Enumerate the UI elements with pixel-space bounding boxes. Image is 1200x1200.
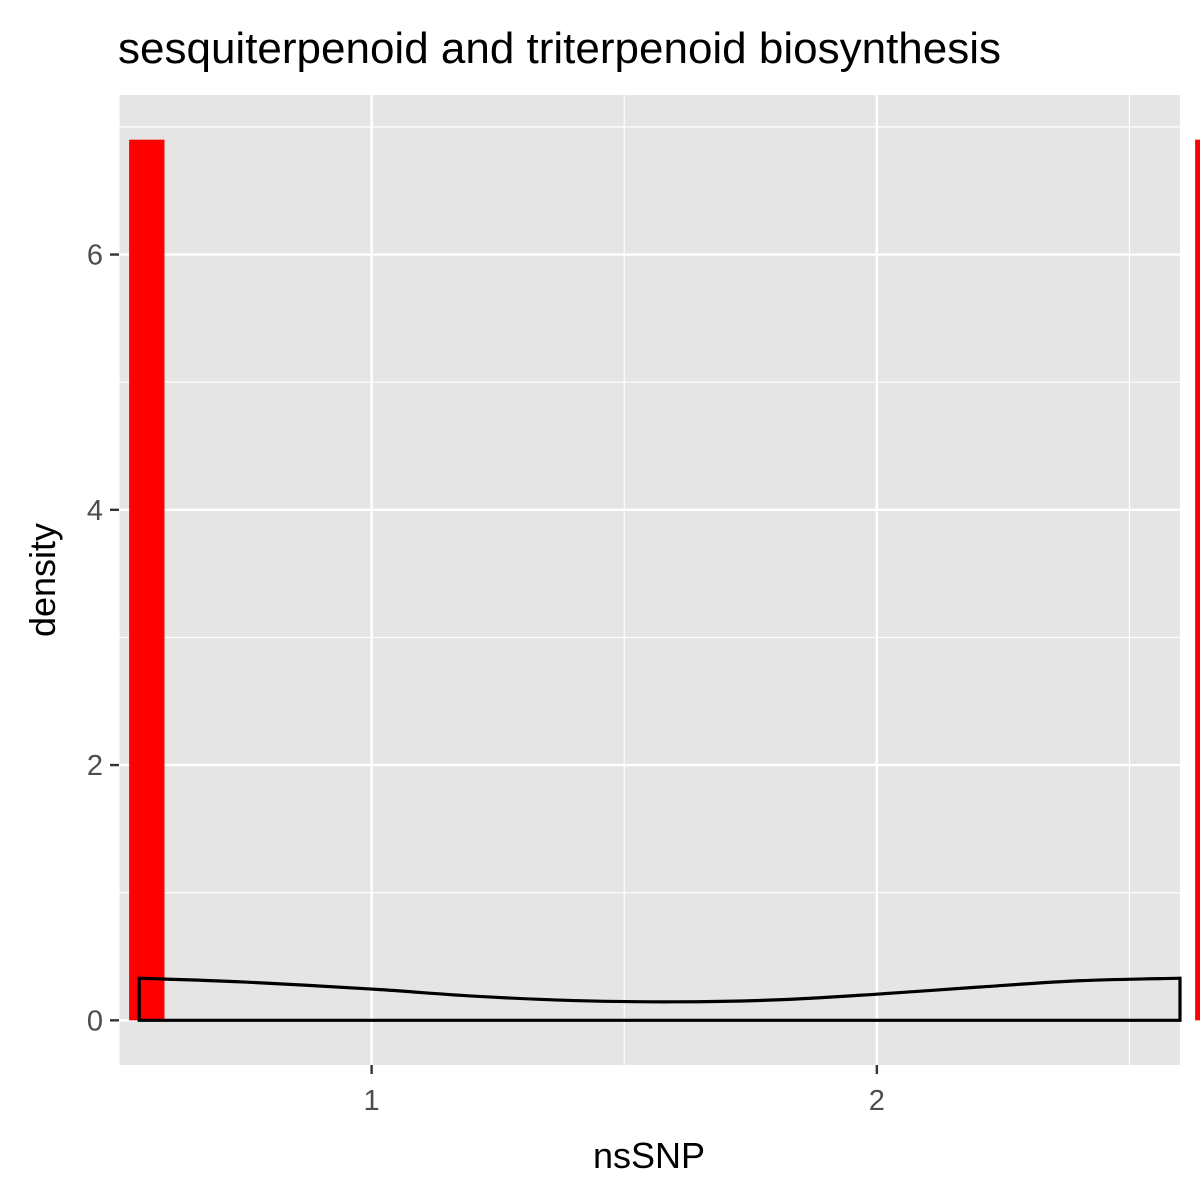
x-tick-label: 1 bbox=[364, 1085, 380, 1117]
minor-gridlines bbox=[118, 95, 1180, 1065]
major-gridlines bbox=[119, 95, 1180, 1065]
histogram-bar bbox=[1195, 139, 1200, 1021]
density-curve-group bbox=[137, 976, 1182, 1022]
histogram-bars bbox=[129, 139, 1200, 1021]
x-axis-title: nsSNP bbox=[593, 1135, 705, 1176]
y-tick-label: 6 bbox=[87, 240, 103, 272]
plot-panel bbox=[119, 95, 1180, 1065]
y-tick-label: 2 bbox=[87, 750, 103, 782]
histogram-bar bbox=[129, 139, 165, 1021]
y-tick-label: 4 bbox=[87, 495, 103, 527]
x-tick-label: 2 bbox=[869, 1085, 885, 1117]
y-tick-label: 0 bbox=[87, 1005, 103, 1037]
y-axis-title: density bbox=[22, 523, 63, 637]
density-curve bbox=[137, 976, 1182, 1022]
y-axis: 0 2 4 6 bbox=[87, 240, 119, 1037]
chart-title: sesquiterpenoid and triterpenoid biosynt… bbox=[118, 24, 1001, 73]
